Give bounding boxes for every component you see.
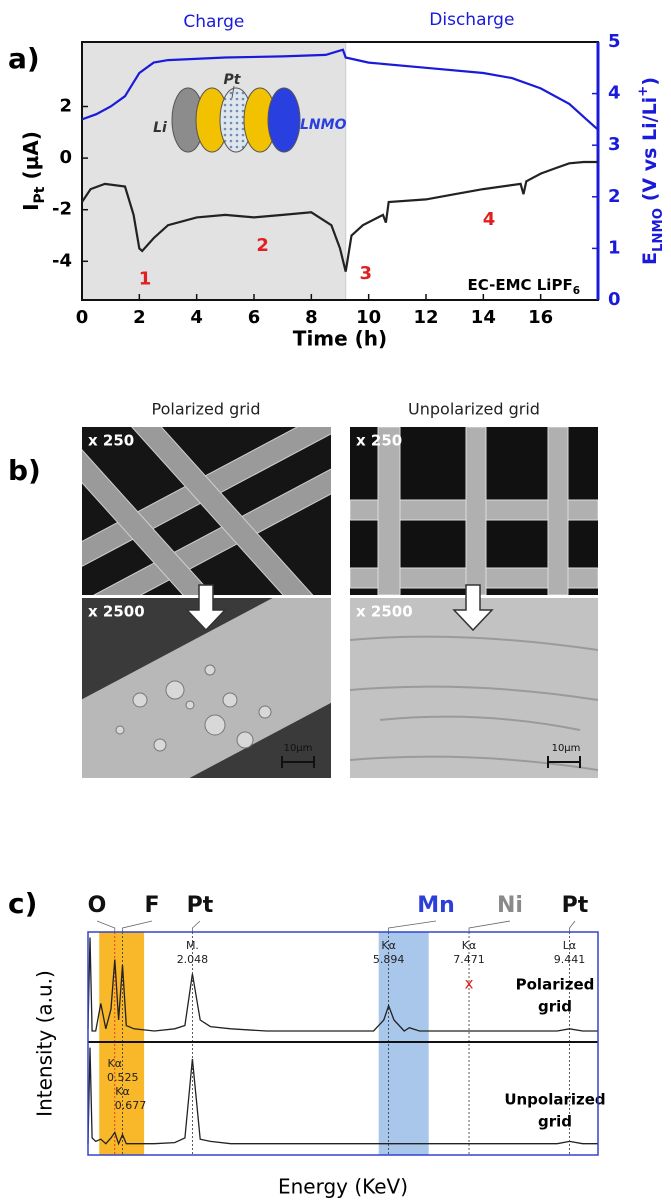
marker: x	[465, 975, 474, 993]
x-tick-label: 14	[471, 307, 496, 328]
x-tick-label: 8	[305, 307, 318, 328]
magnification: x 250	[356, 432, 402, 450]
series-label: Polarized	[516, 976, 595, 994]
y-axis-label: IPt (µA)	[19, 131, 49, 211]
magnification: x 2500	[356, 603, 413, 621]
y-axis-label-part: (µA)	[19, 131, 43, 186]
x-axis-label: Time (h)	[293, 327, 387, 351]
peak-connector	[388, 920, 437, 932]
peak-connector	[569, 920, 576, 932]
magnification: x 250	[88, 432, 134, 450]
series-label: Unpolarized	[504, 1091, 605, 1109]
element-label: Mn	[417, 893, 455, 918]
line-label: Kα	[462, 939, 476, 952]
scale-bar-label: 10µm	[284, 743, 313, 754]
line-label: Kα	[108, 1057, 122, 1070]
series-label: grid	[538, 1113, 572, 1131]
scale-bar-label: 10µm	[552, 743, 581, 754]
y2-axis-label-part: )	[639, 77, 661, 86]
y-tick-label: 0	[59, 147, 72, 168]
y2-axis-label-part: E	[639, 252, 661, 265]
y2-axis-label-part: (V vs Li/Li	[639, 97, 661, 208]
x-tick-label: 12	[413, 307, 438, 328]
x-tick-label: 2	[133, 307, 146, 328]
line-label: Lα	[563, 939, 576, 952]
charge-region	[82, 42, 346, 300]
panel-label: a)	[8, 42, 40, 75]
peak-connector	[122, 920, 153, 932]
y2-tick-label: 1	[608, 237, 621, 258]
electrolyte-label-part: 6	[573, 285, 580, 297]
x-tick-label: 0	[76, 307, 89, 328]
y-tick-label: -4	[52, 250, 72, 271]
y-axis-label-part: I	[19, 203, 43, 210]
series-line	[81, 160, 598, 272]
y-tick-label: 2	[59, 96, 72, 117]
electrolyte-label-part: EC-EMC LiPF	[468, 276, 573, 294]
y2-tick-label: 3	[608, 134, 621, 155]
x-tick-label: 10	[356, 307, 381, 328]
y2-tick-label: 0	[608, 289, 621, 310]
element-label: Ni	[497, 893, 523, 918]
sem-images	[82, 427, 598, 778]
annotation: 3	[360, 263, 373, 284]
cell-label: Pt	[224, 72, 242, 88]
series-line	[81, 48, 599, 131]
highlight-band	[378, 932, 429, 1155]
y-axis-label: Intensity (a.u.)	[33, 970, 57, 1117]
cell-diagram	[171, 85, 301, 153]
x-tick-label: 4	[190, 307, 203, 328]
magnification: x 2500	[88, 603, 145, 621]
cell-label: Li	[153, 120, 167, 136]
x-tick-label: 16	[528, 307, 553, 328]
y2-axis-label-part: LNMO	[651, 208, 666, 252]
spectrum-frame	[87, 931, 599, 1156]
peak-connector	[468, 920, 511, 932]
image-title: Unpolarized grid	[408, 400, 540, 419]
image-title: Polarized grid	[152, 400, 261, 419]
element-label: F	[144, 893, 159, 918]
panel-label: b)	[8, 454, 41, 487]
peak-connector	[96, 920, 116, 932]
x-tick-label: 6	[248, 307, 261, 328]
panel-label: c)	[8, 887, 37, 920]
element-label: Pt	[562, 893, 589, 918]
y2-axis-label: ELNMO (V vs Li/Li+)	[636, 77, 666, 265]
line-label: M.	[186, 939, 199, 952]
spectrum-line	[87, 937, 598, 1032]
y2-tick-label: 4	[608, 83, 621, 104]
element-label: Pt	[187, 893, 214, 918]
annotation: 4	[483, 209, 496, 230]
cell-label: LNMO	[300, 117, 347, 133]
highlight-band	[99, 932, 145, 1155]
x-axis-label: Energy (KeV)	[278, 1175, 408, 1199]
line-label: Kα	[381, 939, 395, 952]
region-label: Charge	[183, 12, 244, 32]
y-axis-label-part: Pt	[32, 186, 48, 203]
energy-label: 2.048	[177, 953, 209, 966]
annotation: 2	[256, 235, 269, 256]
y-tick-label: -2	[52, 199, 72, 220]
series-label: grid	[538, 998, 572, 1016]
energy-label: 9.441	[554, 953, 586, 966]
region-label: Discharge	[429, 10, 514, 30]
y2-tick-label: 5	[608, 31, 621, 52]
peak-connector	[192, 920, 201, 932]
line-label: Kα	[115, 1085, 129, 1098]
element-label: O	[88, 893, 107, 918]
electrolyte-label: EC-EMC LiPF6	[468, 276, 580, 298]
y2-tick-label: 2	[608, 186, 621, 207]
annotation: 1	[139, 268, 152, 289]
spectrum-line	[87, 1047, 598, 1146]
energy-label: 7.471	[453, 953, 485, 966]
y2-axis-label-part: +	[636, 86, 651, 97]
energy-label: 0.677	[115, 1099, 147, 1112]
energy-label: 5.894	[373, 953, 405, 966]
